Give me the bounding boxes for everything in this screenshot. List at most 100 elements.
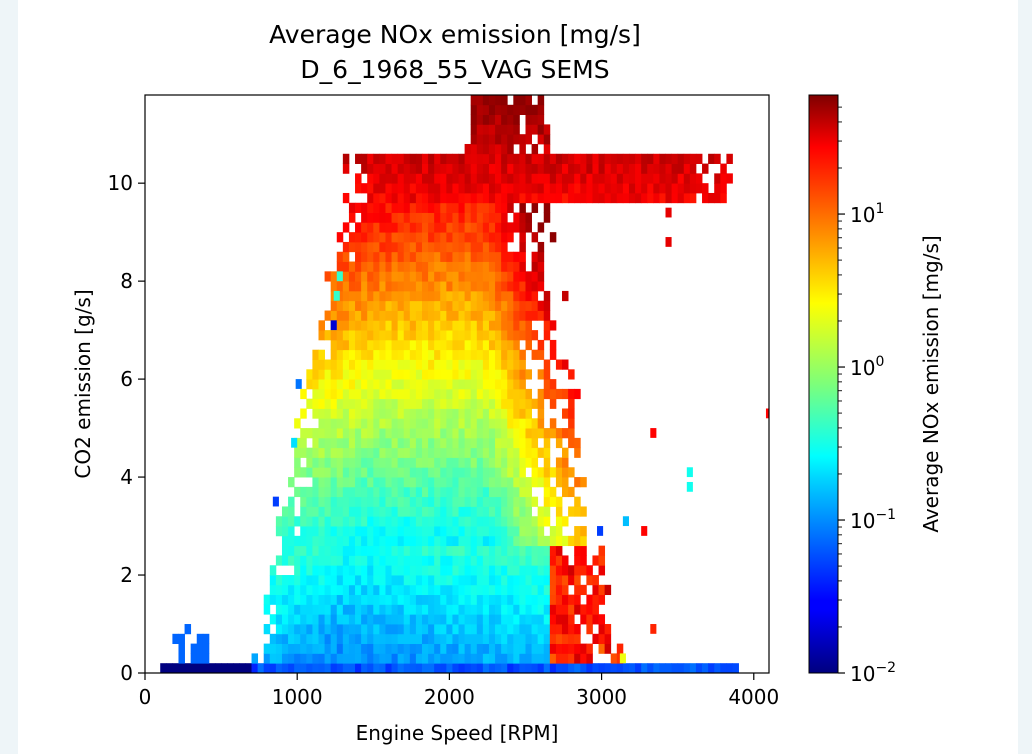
heatmap-cell [495, 349, 502, 360]
heatmap-cell [452, 653, 459, 664]
heatmap-cell [348, 496, 356, 507]
heatmap-cell [598, 183, 606, 194]
heatmap-cell [464, 173, 472, 184]
heatmap-cell [653, 183, 660, 194]
heatmap-cell [470, 545, 478, 556]
heatmap-cell [470, 290, 478, 302]
heatmap-outlier-cell [272, 496, 279, 507]
heatmap-cell [452, 447, 459, 458]
heatmap-cell [726, 173, 733, 184]
heatmap-cell [531, 496, 539, 507]
heatmap-cell [391, 526, 399, 537]
heatmap-cell [409, 516, 417, 527]
heatmap-cell [446, 183, 453, 194]
heatmap-cell [464, 457, 472, 468]
heatmap-cell [470, 604, 478, 615]
heatmap-cell [549, 633, 557, 645]
heatmap-cell [312, 535, 319, 547]
heatmap-cell [525, 496, 532, 507]
heatmap-cell [519, 535, 526, 547]
heatmap-cell [482, 614, 490, 625]
heatmap-cell [288, 614, 295, 625]
heatmap-cell [446, 516, 453, 527]
heatmap-cell [452, 163, 459, 174]
heatmap-cell [464, 388, 472, 400]
heatmap-cell [525, 624, 532, 635]
heatmap-cell [488, 251, 496, 262]
heatmap-cell [330, 369, 338, 380]
heatmap-cell [324, 467, 332, 478]
heatmap-cell [714, 192, 721, 204]
heatmap-cell [659, 663, 666, 673]
heatmap-cell [403, 545, 411, 556]
heatmap-cell [604, 192, 612, 204]
heatmap-cell [476, 555, 484, 566]
heatmap-cell [361, 467, 368, 478]
heatmap-cell [397, 594, 405, 605]
heatmap-cell [422, 624, 429, 635]
heatmap-cell [446, 624, 453, 635]
heatmap-cell [440, 643, 447, 654]
heatmap-cell [434, 624, 441, 635]
heatmap-cell [446, 565, 453, 576]
heatmap-cell [501, 408, 508, 419]
heatmap-cell [689, 173, 697, 184]
heatmap-cell [391, 261, 399, 272]
heatmap-cell [373, 153, 380, 164]
heatmap-cell [452, 388, 459, 400]
heatmap-cell [324, 643, 332, 654]
heatmap-cell [452, 486, 459, 498]
heatmap-cell [464, 555, 472, 566]
heatmap-cell [665, 153, 672, 164]
heatmap-cell [379, 565, 386, 576]
heatmap-cell [501, 575, 508, 586]
heatmap-cell [196, 633, 204, 645]
heatmap-cell [470, 526, 478, 537]
heatmap-cell [555, 653, 563, 664]
heatmap-cell [464, 339, 472, 351]
heatmap-cell [488, 496, 496, 507]
heatmap-cell [525, 545, 532, 556]
heatmap-cell [653, 153, 660, 164]
heatmap-cell [385, 398, 392, 409]
heatmap-cell [689, 163, 697, 174]
heatmap-cell [482, 95, 490, 96]
heatmap-cell [373, 300, 380, 311]
heatmap-cell [610, 653, 618, 664]
heatmap-cell [525, 575, 532, 586]
heatmap-cell [543, 584, 551, 596]
heatmap-cell [482, 428, 490, 439]
heatmap-cell [415, 614, 423, 625]
heatmap-cell [440, 300, 447, 311]
heatmap-cell [324, 310, 332, 321]
heatmap-cell [324, 477, 332, 488]
heatmap-cell [531, 232, 539, 243]
heatmap-cell [635, 192, 642, 204]
heatmap-cell [580, 192, 587, 204]
heatmap-cell [586, 653, 593, 664]
heatmap-cell [342, 575, 350, 586]
heatmap-cell [452, 506, 459, 517]
heatmap-cell [342, 300, 350, 311]
heatmap-cell [495, 271, 502, 282]
heatmap-cell [440, 359, 447, 370]
heatmap-cell [531, 594, 539, 605]
heatmap-cell [513, 388, 520, 400]
heatmap-cell [555, 604, 563, 615]
heatmap-cell [513, 104, 520, 115]
heatmap-cell [531, 526, 539, 537]
heatmap-cell [434, 643, 441, 654]
heatmap-cell [464, 575, 472, 586]
heatmap-cell [574, 624, 581, 635]
heatmap-cell [409, 281, 417, 292]
heatmap-cell [403, 565, 411, 576]
heatmap-cell [391, 320, 399, 331]
heatmap-cell [531, 477, 539, 488]
heatmap-cell [470, 202, 478, 213]
heatmap-cell [458, 624, 466, 635]
heatmap-cell [397, 153, 405, 164]
heatmap-outlier-cell [619, 653, 626, 664]
heatmap-cell [275, 663, 283, 673]
heatmap-cell [452, 349, 459, 360]
heatmap-cell [324, 604, 332, 615]
